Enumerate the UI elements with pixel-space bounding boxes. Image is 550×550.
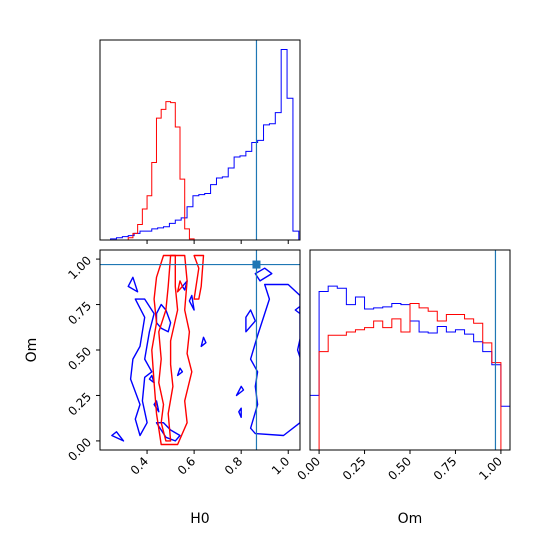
contour-frame bbox=[99, 249, 301, 451]
contour-xtick-label: 1.0 bbox=[269, 454, 292, 477]
blue-contour-2 bbox=[129, 298, 155, 437]
blue-contour-16 bbox=[296, 338, 300, 358]
blue-contour-6 bbox=[127, 276, 139, 293]
h0-histogram-panel bbox=[99, 39, 301, 244]
blue-contour-15 bbox=[235, 385, 245, 397]
contour-ytick-label: 0.75 bbox=[65, 299, 94, 328]
red-contour-0 bbox=[158, 254, 179, 442]
blue-contour-17 bbox=[294, 305, 300, 315]
blue-contour-5 bbox=[111, 431, 125, 442]
om-histogram-xtick-label: 0.75 bbox=[431, 454, 460, 483]
contour-xtick-label: 0.8 bbox=[222, 454, 245, 477]
blue-contour-10 bbox=[148, 374, 155, 384]
blue-contour-4 bbox=[155, 422, 181, 442]
blue-contour-0 bbox=[249, 283, 300, 437]
blue-contour-8 bbox=[181, 280, 188, 291]
contour-ylabel: Om bbox=[24, 338, 40, 363]
om-histogram-xtick-label: 1.00 bbox=[476, 454, 505, 483]
blue-contour-14 bbox=[238, 407, 242, 418]
om-histogram-xtick-label: 0.00 bbox=[294, 454, 323, 483]
contour-ytick-label: 0.00 bbox=[65, 435, 94, 464]
blue-contour-1 bbox=[254, 267, 273, 282]
blue-contour-3 bbox=[155, 303, 172, 333]
contour-panel bbox=[96, 249, 301, 454]
h0-histogram-frame bbox=[99, 39, 301, 241]
blue-contour-11 bbox=[176, 367, 184, 377]
blue-contour-12 bbox=[200, 336, 207, 348]
blue-contour-7 bbox=[188, 294, 195, 311]
contour-ytick-label: 0.25 bbox=[65, 390, 94, 419]
om-histogram-frame bbox=[309, 249, 511, 451]
contour-xlabel: H0 bbox=[190, 511, 209, 527]
contour-ytick-label: 1.00 bbox=[65, 253, 94, 282]
red-contour-2 bbox=[193, 254, 205, 300]
red-om-histogram bbox=[318, 303, 502, 450]
om-histogram-xlabel: Om bbox=[398, 511, 423, 527]
red-contour-1 bbox=[151, 254, 193, 446]
contour-xtick-label: 0.4 bbox=[128, 454, 151, 477]
red-contour-3 bbox=[176, 280, 184, 293]
blue-h0-histogram bbox=[110, 49, 300, 240]
contour-ytick-label: 0.50 bbox=[65, 344, 94, 373]
om-histogram-panel bbox=[309, 249, 511, 454]
blue-contour-13 bbox=[245, 309, 256, 333]
om-histogram-xtick-label: 0.25 bbox=[340, 454, 369, 483]
contour-xtick-label: 0.6 bbox=[175, 454, 198, 477]
red-h0-histogram bbox=[127, 101, 195, 240]
contour-truth-marker bbox=[252, 260, 261, 269]
om-histogram-xtick-label: 0.50 bbox=[385, 454, 414, 483]
